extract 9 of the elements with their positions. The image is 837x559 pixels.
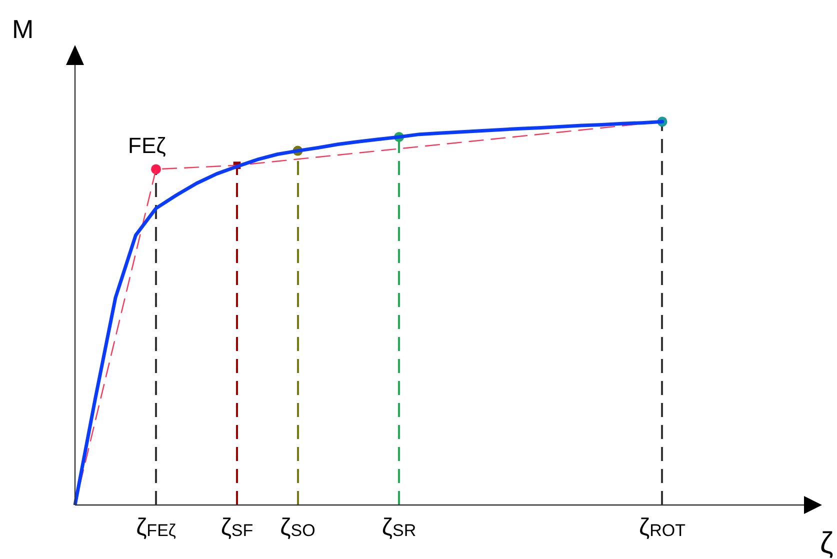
point [151,164,161,174]
x-tick-label: ζSF [220,514,254,541]
y-axis-title: M [12,14,34,44]
x-tick-label: ζROT [639,514,686,541]
x-tick-label: ζSO [280,514,316,541]
x-tick-label: ζSR [382,514,416,541]
annotation: FEζ [128,133,166,158]
x-tick-label: ζFEζ [136,514,176,541]
x-axis-title: ζ [820,527,834,559]
